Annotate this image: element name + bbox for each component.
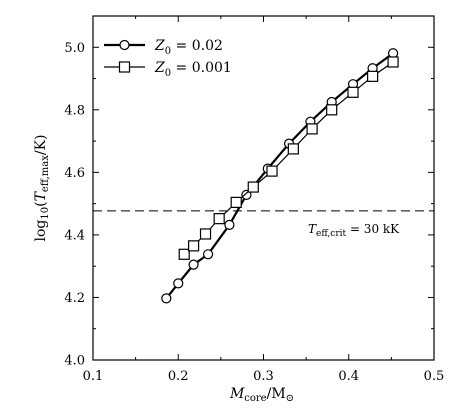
series-layer [161,48,399,304]
data-point-square [247,181,259,193]
data-point-circle [202,249,214,260]
y-tick-label: 4.0 [64,354,85,369]
data-point-square [187,240,200,252]
data-point-square [199,228,212,240]
y-axis-label-log: log [33,220,49,242]
x-tick-label: 0.4 [338,369,359,384]
x-axis-label-unit-subscript: ⊙ [286,393,294,404]
reference-line-label: Teff,crit = 30 kK [308,222,400,239]
y-axis-label-log-base: 10 [40,207,51,220]
x-tick-label: 0.1 [83,369,104,384]
data-point-circle [224,219,235,231]
y-tick-label: 4.2 [64,291,85,306]
y-tick-label: 4.6 [64,166,85,181]
data-point-square [230,196,242,208]
plot-frame [92,15,435,361]
y-axis-label-open: ( [33,201,49,206]
data-point-circle [161,293,172,304]
data-point-square [367,70,379,82]
y-tick-label: 4.8 [64,103,85,118]
x-axis-label: Mcore/M⊙ [229,386,294,404]
reference-line-label-value: = 30 kK [346,222,400,236]
legend-marker-square [118,61,131,73]
data-point-square [178,248,190,260]
y-axis-label-t-subscript: eff,max [40,155,51,192]
legend-label-2-value: = 0.001 [171,60,232,76]
y-axis-label-t: T [33,190,49,201]
data-point-square [347,86,359,98]
data-point-circle [173,278,184,289]
data-point-square [306,123,318,135]
y-tick-label: 5.0 [64,41,85,56]
y-axis-label-unit: /K) [33,135,49,156]
data-point-circle [387,48,399,59]
x-tick-label: 0.3 [253,369,274,384]
legend-label-2: Z0 = 0.001 [154,60,232,79]
data-point-square [266,165,278,177]
x-tick-label: 0.2 [168,369,189,384]
series-line-1 [165,52,394,300]
x-axis-label-subscript: core [244,393,266,404]
legend-label-1: Z0 = 0.02 [154,38,223,57]
legend: Z0 = 0.02 Z0 = 0.001 [104,38,232,79]
ticks-layer: 0.1 0.2 0.3 0.4 0.5 4.0 4.2 4.4 4.6 4.8 5.0 [64,16,444,384]
y-tick-label: 4.4 [64,228,85,243]
legend-label-1-value: = 0.02 [171,38,223,54]
data-point-square [213,213,225,225]
y-axis-label: log10(Teff,max/K) [33,135,51,242]
legend-label-1-subscript: 0 [165,46,171,57]
legend-marker-circle [119,39,130,51]
data-point-square [287,143,299,155]
x-axis-label-unit: /M [267,386,286,402]
legend-label-2-subscript: 0 [165,68,171,79]
data-point-square [387,56,399,68]
data-point-circle [188,259,199,270]
data-point-square [326,104,338,116]
x-tick-label: 0.5 [424,369,445,384]
reference-line-label-subscript: eff,crit [316,229,346,239]
